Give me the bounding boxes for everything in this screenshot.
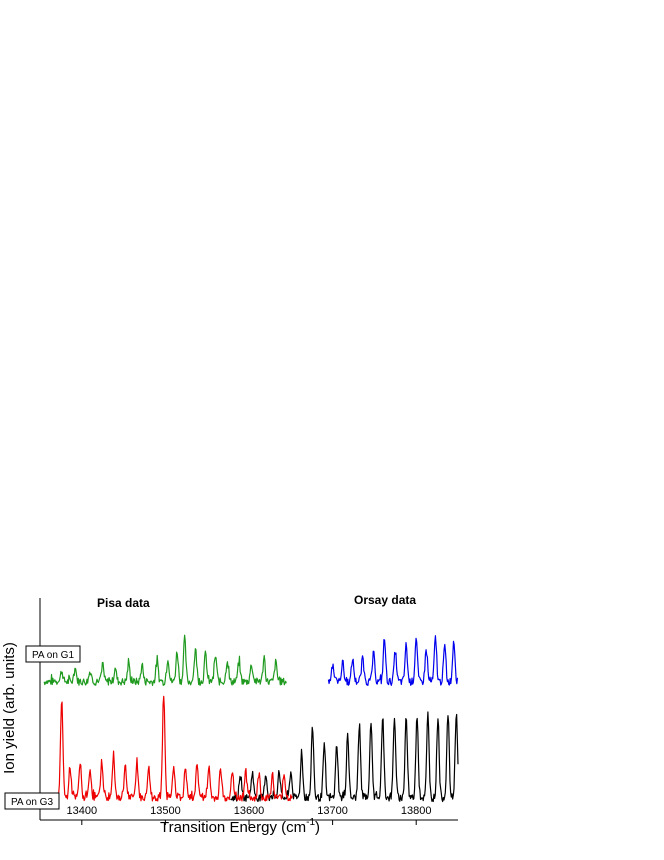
plot-area	[43, 634, 459, 803]
x-tick-label-13800: 13800	[401, 805, 432, 817]
x-axis-label-superscript: -1	[306, 817, 315, 828]
label-box-lower: PA on G3	[4, 792, 60, 810]
label-box-lower-text: PA on G3	[11, 797, 54, 808]
x-axis-label: Transition Energy (cm-1)	[160, 817, 320, 836]
annotation-pisa-data: Pisa data	[97, 596, 150, 610]
axes	[39, 598, 458, 821]
x-axis-label-main: Transition Energy (cm	[160, 819, 306, 836]
label-box-upper-frame	[25, 645, 81, 663]
annotation-orsay-data: Orsay data	[354, 593, 416, 607]
x-tick-label-13500: 13500	[150, 805, 181, 817]
label-box-upper: PA on G1	[25, 645, 81, 663]
series-line-2	[230, 711, 459, 803]
x-tick-label-13400: 13400	[67, 805, 98, 817]
x-axis-label-close: )	[315, 819, 320, 836]
label-box-upper-text: PA on G1	[32, 650, 75, 661]
x-tick-label-13700: 13700	[317, 805, 348, 817]
series-line-3	[56, 695, 293, 802]
y-axis-label: Ion yield (arb. units)	[1, 642, 18, 774]
series-line-0	[43, 634, 287, 687]
x-ticks: 13400 13500 13600 13700 13800	[67, 805, 432, 825]
x-tick-label-13600: 13600	[234, 805, 265, 817]
series-line-1	[327, 635, 459, 686]
label-box-lower-frame	[4, 792, 60, 810]
